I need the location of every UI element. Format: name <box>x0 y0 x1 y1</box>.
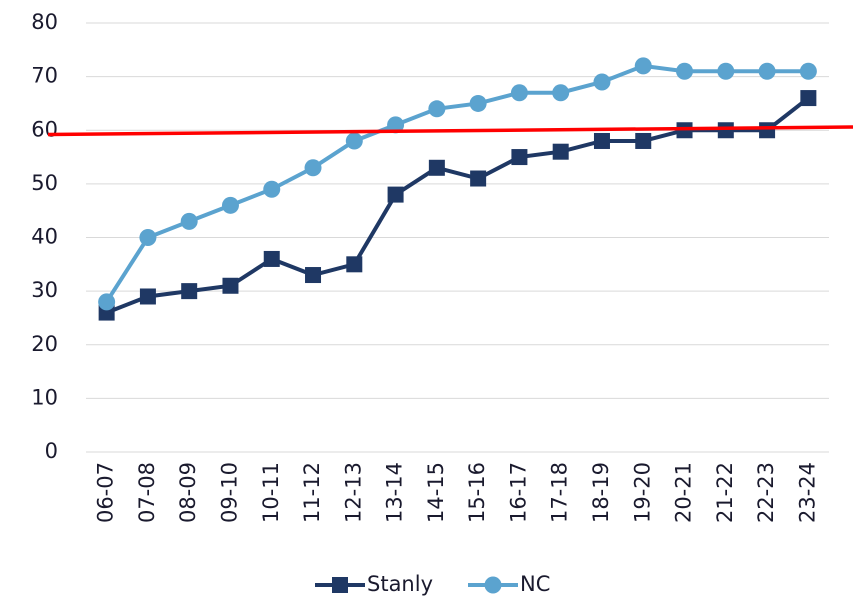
x-tick-label: 09-10 <box>217 462 241 523</box>
legend-label: Stanly <box>367 572 433 596</box>
marker <box>428 159 445 176</box>
x-tick-label: 12-13 <box>341 462 365 523</box>
legend-label: NC <box>520 572 550 596</box>
y-tick-label: 0 <box>45 439 58 463</box>
y-tick-label: 30 <box>31 278 58 302</box>
x-tick-label: 07-08 <box>135 462 159 523</box>
marker <box>635 132 652 149</box>
marker <box>758 62 776 80</box>
x-tick-label: 18-19 <box>589 462 613 523</box>
x-tick-label: 21-22 <box>713 462 737 523</box>
marker <box>800 90 817 107</box>
marker <box>511 149 528 166</box>
y-tick-label: 50 <box>31 171 58 195</box>
marker <box>222 277 239 294</box>
marker <box>799 62 817 80</box>
marker <box>387 116 405 134</box>
marker <box>139 229 157 246</box>
x-tick-label: 15-16 <box>465 462 489 523</box>
marker <box>304 159 322 177</box>
marker <box>346 256 363 273</box>
x-tick-label: 23-24 <box>795 462 819 523</box>
marker <box>593 132 610 149</box>
y-tick-label: 10 <box>31 385 58 409</box>
x-tick-label: 13-14 <box>383 462 407 523</box>
y-tick-label: 70 <box>31 64 58 88</box>
marker <box>98 293 116 311</box>
marker <box>510 84 528 102</box>
marker <box>387 186 404 203</box>
marker <box>593 73 611 91</box>
legend-marker <box>332 577 348 593</box>
x-tick-label: 19-20 <box>630 462 654 523</box>
marker <box>263 250 280 267</box>
marker <box>428 100 446 118</box>
x-tick-label: 20-21 <box>672 462 696 523</box>
marker <box>717 122 734 139</box>
y-tick-label: 20 <box>31 332 58 356</box>
x-tick-label: 17-18 <box>548 462 572 523</box>
marker <box>345 132 363 150</box>
x-tick-label: 11-12 <box>300 462 324 523</box>
marker <box>676 62 694 80</box>
marker <box>139 288 156 305</box>
marker <box>305 267 322 284</box>
marker <box>180 212 198 230</box>
reference-line <box>47 125 853 137</box>
x-tick-label: 22-23 <box>754 462 778 523</box>
marker <box>634 57 652 75</box>
marker <box>263 180 281 198</box>
marker <box>470 170 487 187</box>
marker <box>717 62 735 80</box>
x-tick-label: 14-15 <box>424 462 448 523</box>
y-tick-label: 80 <box>31 10 58 34</box>
x-tick-label: 06-07 <box>94 462 118 523</box>
marker <box>552 143 569 160</box>
y-tick-label: 40 <box>31 225 58 249</box>
y-tick-label: 60 <box>31 117 58 141</box>
x-tick-label: 08-09 <box>176 462 200 523</box>
x-tick-label: 10-11 <box>259 462 283 523</box>
x-tick-label: 16-17 <box>506 462 530 523</box>
marker <box>759 122 776 139</box>
marker <box>552 84 570 102</box>
legend-marker <box>484 576 502 594</box>
marker <box>181 283 198 300</box>
marker <box>221 196 239 214</box>
marker <box>469 94 487 112</box>
